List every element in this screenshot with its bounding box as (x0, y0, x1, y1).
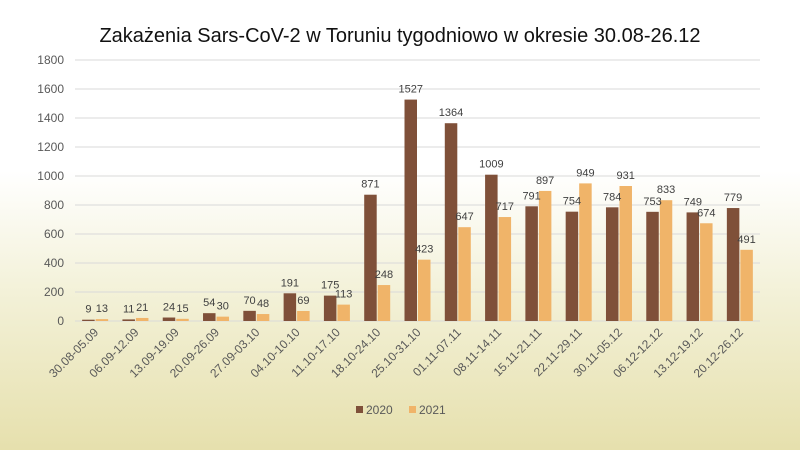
bar-2020 (243, 310, 256, 321)
data-label: 175 (321, 280, 339, 292)
data-label: 833 (657, 184, 675, 196)
data-label: 647 (455, 211, 473, 223)
bar-2021 (619, 186, 632, 321)
data-label: 754 (563, 196, 581, 208)
bar-2021 (297, 310, 310, 321)
bar-2020 (404, 99, 417, 322)
data-label: 674 (697, 207, 715, 219)
bar-2020 (162, 317, 176, 321)
bar-2020 (686, 212, 700, 321)
data-label: 791 (522, 190, 540, 202)
bar-2020 (726, 208, 740, 321)
legend-label-2020: 2020 (366, 403, 393, 417)
bar-2021 (418, 259, 431, 321)
bar-2021 (740, 249, 753, 321)
data-label: 717 (496, 201, 514, 213)
bar-2021 (135, 317, 149, 321)
bar-2020 (283, 293, 297, 321)
bar-2021 (176, 318, 189, 321)
data-label: 949 (576, 167, 594, 179)
bar-2020 (525, 206, 538, 321)
legend-swatch-2021 (409, 406, 416, 413)
bar-2021 (377, 285, 391, 321)
data-label: 423 (415, 244, 433, 256)
bar-2021 (337, 304, 350, 321)
y-tick-label: 800 (44, 198, 64, 212)
bar-2020 (605, 207, 619, 321)
y-tick-label: 1200 (37, 140, 64, 154)
bar-2020 (122, 319, 135, 321)
y-tick-label: 1600 (37, 82, 64, 96)
bar-2020 (485, 174, 498, 321)
bar-2021 (579, 183, 592, 321)
data-label: 13 (96, 303, 108, 315)
data-label: 11 (123, 303, 134, 315)
legend-swatch-2020 (356, 406, 363, 413)
data-label: 897 (536, 175, 554, 187)
y-tick-label: 400 (44, 256, 64, 270)
data-label: 15 (176, 303, 188, 315)
data-label: 1527 (399, 84, 423, 96)
data-label: 871 (361, 179, 379, 191)
data-label: 753 (643, 196, 661, 208)
data-label: 9 (85, 304, 91, 316)
data-label: 113 (335, 289, 353, 301)
y-tick-label: 1000 (37, 169, 64, 183)
bar-2021 (498, 217, 512, 321)
bar-2021 (256, 314, 270, 321)
bar-2020 (646, 211, 659, 321)
chart-title: Zakażenia Sars-CoV-2 w Toruniu tygodniow… (99, 25, 700, 47)
bar-2020 (203, 313, 216, 321)
data-label: 54 (203, 297, 215, 309)
bar-2020 (323, 295, 337, 321)
data-label: 48 (257, 298, 269, 310)
y-tick-label: 0 (57, 314, 64, 328)
data-label: 931 (617, 170, 635, 182)
bar-2020 (82, 319, 95, 321)
legend-label-2021: 2021 (419, 403, 446, 417)
data-label: 69 (297, 295, 309, 307)
bar-2020 (444, 123, 458, 321)
y-tick-label: 600 (44, 227, 64, 241)
data-label: 779 (724, 192, 742, 204)
data-label: 70 (243, 295, 255, 307)
y-tick-label: 1800 (37, 53, 64, 67)
bar-2021 (700, 223, 713, 321)
data-label: 21 (136, 302, 148, 314)
data-label: 30 (217, 301, 229, 313)
data-label: 749 (684, 196, 702, 208)
bar-2021 (216, 316, 230, 321)
y-tick-label: 200 (44, 285, 64, 299)
bar-2020 (565, 211, 579, 321)
y-tick-label: 1400 (37, 111, 64, 125)
data-label: 784 (603, 191, 621, 203)
data-label: 191 (281, 277, 299, 289)
data-label: 1009 (479, 159, 503, 171)
data-label: 248 (375, 269, 393, 281)
data-label: 24 (163, 302, 175, 314)
data-label: 491 (737, 234, 755, 246)
bar-2021 (458, 227, 471, 321)
bar-2021 (538, 190, 552, 321)
bar-2021 (659, 200, 673, 321)
bar-2020 (364, 194, 377, 321)
data-label: 1364 (439, 107, 463, 119)
bar-2021 (95, 319, 109, 321)
